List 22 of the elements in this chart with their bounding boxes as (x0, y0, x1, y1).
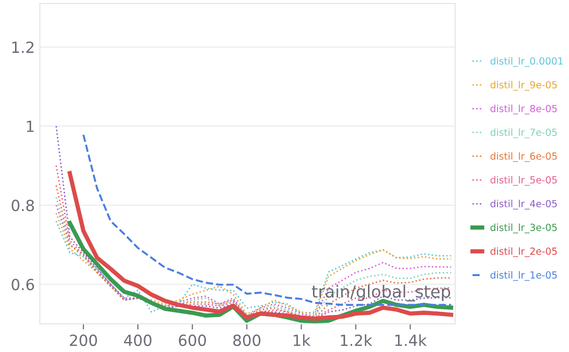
legend-label: distil_lr_9e-05 (490, 80, 557, 91)
x-tick-label: 800 (233, 334, 260, 346)
legend-label: distil_lr_7e-05 (490, 128, 557, 138)
line-series (82, 134, 452, 306)
x-tick-label: 200 (70, 334, 97, 346)
legend-label: distil_lr_6e-05 (490, 152, 557, 162)
legend-label: distil_lr_3e-05 (490, 224, 557, 234)
legend-label: distil_lr_1e-05 (490, 271, 557, 281)
x-tick-label: 1.2k (340, 334, 372, 346)
y-tick-label: 1 (26, 120, 34, 132)
x-tick-label: 400 (124, 334, 152, 346)
x-tick-label: 600 (178, 334, 206, 346)
legend-label: distil_lr_5e-05 (490, 176, 557, 186)
x-tick-label: 1k (294, 334, 311, 346)
y-tick-label: 0.6 (12, 278, 34, 290)
legend-label: distil_lr_0.0001 (490, 57, 563, 67)
x-tick-label: 1.4k (395, 334, 427, 346)
legend-label: distil_lr_8e-05 (490, 104, 557, 114)
y-tick-label: 1.2 (12, 41, 34, 53)
legend-label: distil_lr_4e-05 (490, 200, 557, 210)
legend-label: distil_lr_2e-05 (490, 247, 557, 258)
y-tick-label: 0.8 (12, 200, 34, 212)
